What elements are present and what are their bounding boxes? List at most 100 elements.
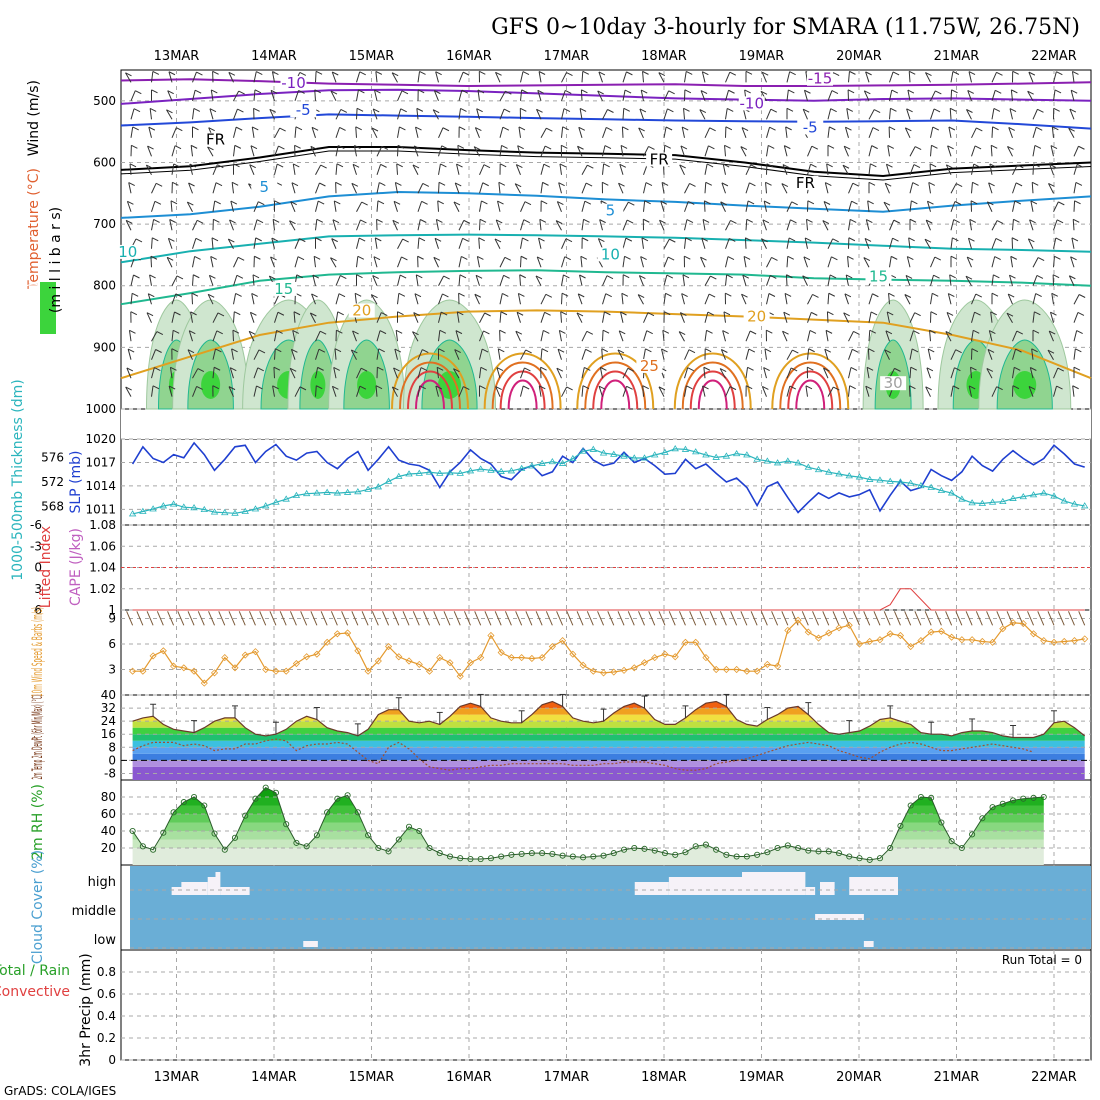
thickness-marker [630, 454, 638, 461]
wind-barb-staff [312, 274, 316, 286]
wind-barb-flag [435, 71, 442, 76]
rh-marker [139, 843, 146, 850]
wind-barb-flag [454, 349, 461, 354]
wind-barb-flag [927, 348, 935, 353]
wind-barb-staff [781, 183, 788, 194]
wind-barb-staff [374, 237, 378, 249]
wind-barb-staff [561, 238, 567, 249]
wind-speed-marker [825, 629, 833, 637]
wind-barb-staff [397, 274, 401, 286]
wind-barb-staff [210, 89, 214, 101]
wind-barb-flag [955, 349, 962, 354]
wind-barb-flag [625, 237, 633, 242]
wind-barb-staff [745, 200, 749, 212]
wind-barb-flag [641, 237, 649, 242]
rh-marker [272, 789, 280, 796]
wind-barb-flag [723, 311, 731, 316]
wind-barb-staff [722, 163, 726, 175]
wind-barb-flag [149, 107, 157, 112]
wind-barb-staff [192, 386, 198, 397]
wind-barb-flag [827, 144, 835, 149]
wind-barb-staff [434, 238, 439, 249]
surface-wind-barb [1037, 611, 1045, 626]
wind-barb-flag [230, 200, 238, 205]
wind-barb-staff [474, 127, 480, 138]
wind-barb-flag [275, 348, 282, 353]
wind-barb-flag [991, 144, 998, 149]
wind-barb-flag [869, 329, 876, 334]
wind-barb-flag [396, 163, 403, 168]
surface-wind-barb [986, 611, 994, 626]
wind-barb-flag [494, 238, 502, 243]
pressure-tick-label: 1000 [85, 402, 116, 416]
wind-barb-staff [393, 201, 398, 212]
contour-label-bg [202, 132, 229, 147]
wind-barb-staff [335, 145, 339, 157]
wind-speed-marker [262, 665, 270, 674]
wind-barb-flag [523, 219, 530, 224]
wind-barb-flag [252, 274, 260, 279]
wind-barb-flag [644, 200, 651, 205]
wind-barb-flag [207, 146, 214, 151]
wind-barb-flag [557, 348, 565, 353]
wind-barb-flag [258, 349, 266, 354]
wind-barb-staff [884, 349, 890, 360]
wind-barb-flag [666, 274, 674, 279]
wind-barb-staff [1071, 237, 1075, 249]
rh-marker [917, 793, 924, 801]
wind-speed-marker [241, 651, 249, 659]
rh-tick-label: 40 [101, 824, 116, 838]
wind-barb-flag [726, 107, 734, 112]
wind-barb-flag [414, 293, 422, 298]
wind-barb-staff [354, 293, 357, 305]
wind-barb-staff [253, 385, 257, 397]
wind-barb-flag [784, 145, 791, 150]
thickness-marker [958, 495, 966, 502]
wind-barb-flag [747, 200, 755, 205]
wind-barb-flag [926, 367, 934, 372]
thickness-marker [866, 475, 874, 482]
wind-barb-flag [561, 144, 568, 149]
wind-barb-staff [395, 330, 398, 342]
temp-tick-label: 16 [101, 727, 116, 741]
wind-barb-flag [273, 366, 281, 371]
wind-barb-flag [360, 219, 367, 224]
surface-wind-barb [750, 611, 758, 626]
wind-barb-flag [378, 348, 385, 353]
thickness-marker [139, 507, 147, 514]
wind-barb-flag [414, 145, 421, 150]
wind-speed-marker [548, 642, 556, 651]
wind-barb-flag [911, 200, 918, 205]
wind-barb-staff [479, 312, 486, 323]
wind-barb-staff [478, 237, 480, 249]
wind-barb-staff [333, 200, 337, 212]
wind-barb-flag [147, 145, 154, 150]
wind-barb-staff [145, 164, 152, 176]
wind-barb-flag [459, 274, 467, 279]
wind-barb-flag [462, 237, 469, 242]
wind-barb-flag [332, 71, 339, 76]
wind-barb-staff [274, 163, 278, 175]
wind-barb-flag [864, 238, 872, 242]
wind-barb-staff [991, 108, 995, 120]
wind-barb-flag [478, 237, 485, 242]
wind-barb-flag [831, 256, 838, 261]
wind-barb-flag [883, 201, 891, 206]
wind-barb-flag [952, 385, 960, 390]
wind-barb-staff [684, 71, 687, 83]
wind-barb-flag [250, 145, 258, 150]
wind-barb-flag [189, 330, 196, 335]
wind-barb-staff [661, 348, 665, 360]
wind-barb-staff [294, 126, 297, 138]
wind-barb-staff [371, 294, 378, 305]
wind-barb-staff [966, 256, 972, 268]
wind-barb-flag [582, 70, 589, 75]
wind-barb-flag [230, 367, 237, 372]
wind-barb-flag [705, 181, 712, 186]
wind-barb-flag [843, 312, 850, 317]
wind-barb-flag [1032, 181, 1039, 186]
date-label-bottom: 16MAR [446, 1070, 492, 1085]
wind-barb-staff [233, 145, 236, 157]
wind-barb-staff [908, 237, 911, 249]
wind-barb-staff [479, 219, 481, 231]
